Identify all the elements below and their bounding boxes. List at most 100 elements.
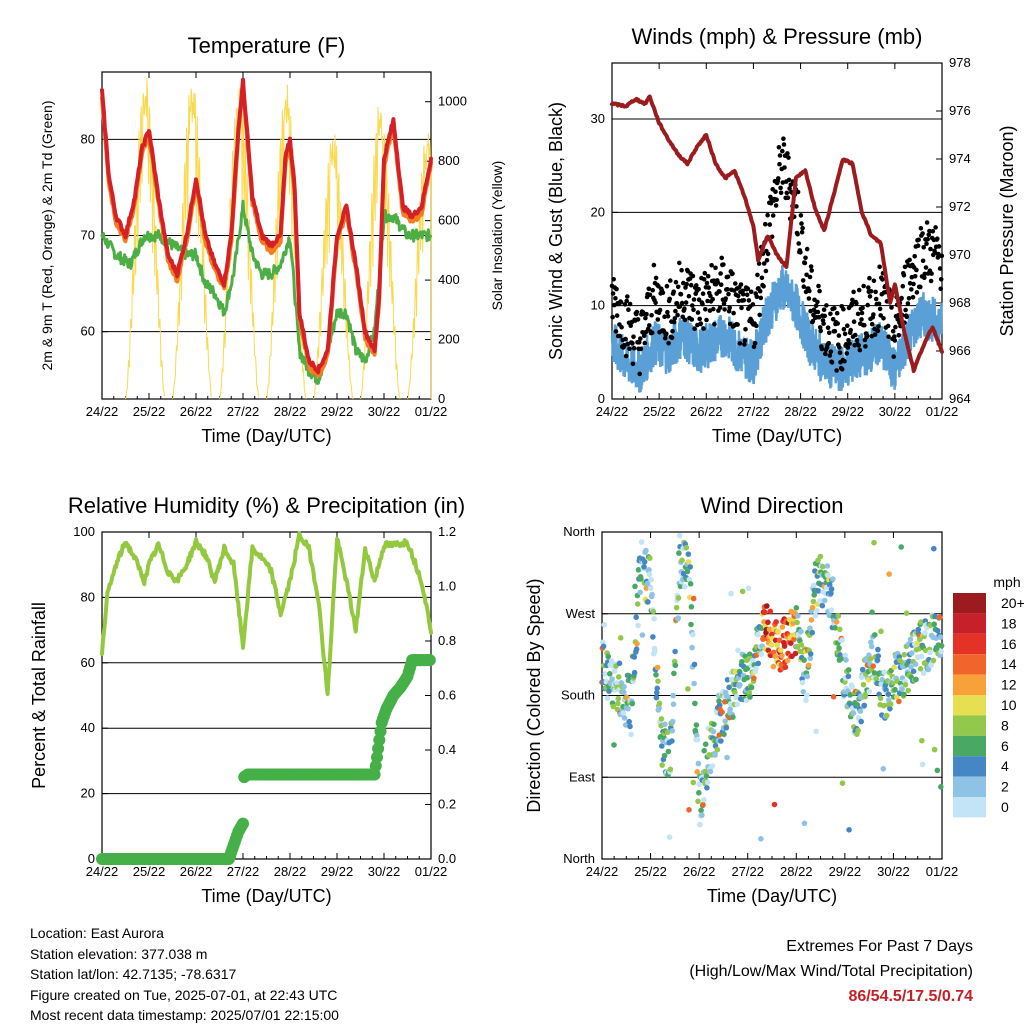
gust-point [856, 343, 861, 348]
gust-point [666, 341, 671, 346]
direction-point [711, 721, 717, 728]
direction-point [870, 663, 876, 669]
direction-point [920, 670, 927, 676]
gust-point [890, 328, 896, 334]
gust-point [610, 291, 616, 296]
gust-point [718, 271, 723, 276]
gust-point [704, 317, 709, 323]
direction-point [651, 616, 657, 622]
gust-point [774, 197, 779, 202]
direction-point [839, 637, 845, 643]
gust-point [705, 273, 711, 279]
direction-point [931, 746, 938, 753]
gust-point [873, 289, 878, 295]
gust-point [900, 283, 906, 289]
gust-point [824, 303, 829, 308]
direction-point [847, 691, 854, 698]
direction-point [776, 637, 783, 644]
direction-point [913, 676, 919, 683]
gust-point [614, 286, 619, 292]
gust-point [821, 321, 826, 326]
gust-point [634, 309, 640, 315]
solar-day-trace [360, 106, 401, 400]
x-tick-label: 24/22 [586, 864, 619, 879]
direction-point [688, 621, 694, 628]
gust-point [922, 271, 928, 277]
gust-point [748, 289, 754, 295]
direction-point [702, 768, 709, 775]
gust-point [653, 300, 658, 306]
direction-point [699, 812, 705, 818]
gust-point [795, 231, 800, 237]
gust-point [669, 335, 675, 341]
gust-point [918, 226, 924, 231]
legend-label: 0 [1001, 799, 1009, 815]
direction-point [620, 710, 627, 716]
gust-point [628, 323, 633, 329]
direction-point [743, 697, 750, 704]
gust-point [739, 305, 744, 311]
direction-point [615, 674, 622, 680]
direction-point [880, 766, 887, 772]
precip-point [237, 817, 249, 830]
y-tick-label: South [561, 688, 595, 703]
extremes-subtitle: (High/Low/Max Wind/Total Precipitation) [689, 963, 973, 980]
gust-point [804, 272, 809, 278]
direction-point [684, 568, 691, 575]
gust-point [751, 344, 757, 350]
direction-point [938, 642, 945, 649]
direction-point [648, 576, 654, 583]
direction-point [695, 798, 701, 805]
direction-point [862, 691, 869, 698]
speed-legend: mph 20+ 18 16 14 12 10 8 6 4 2 0 [953, 574, 1024, 818]
direction-point [830, 576, 836, 582]
direction-point [800, 689, 807, 695]
pressure-series [610, 94, 944, 373]
direction-point [722, 718, 728, 724]
direction-point [845, 673, 852, 680]
direction-point [704, 785, 710, 791]
direction-point [898, 544, 904, 550]
direction-point [677, 583, 684, 590]
gust-point [665, 314, 671, 319]
direction-point [654, 689, 660, 696]
direction-point [866, 688, 873, 695]
direction-point [758, 836, 764, 842]
x-tick-label: 25/22 [133, 404, 166, 419]
gust-point [740, 288, 745, 294]
direction-point [784, 657, 791, 664]
gust-point [653, 275, 659, 281]
direction-point [669, 738, 675, 744]
gust-point [817, 325, 823, 330]
direction-point [659, 743, 665, 749]
gust-point [725, 274, 731, 280]
gust-point [715, 280, 721, 285]
recent-timestamp: Most recent data timestamp: 2025/07/01 2… [30, 1007, 339, 1023]
legend-swatch [953, 797, 986, 818]
direction-point [603, 679, 610, 685]
gust-point [854, 300, 859, 306]
y2-tick-label: 1000 [438, 94, 467, 109]
gust-point [643, 315, 648, 321]
direction-point [877, 695, 884, 702]
direction-point [739, 658, 745, 665]
gust-point [784, 190, 790, 196]
gust-point [672, 316, 678, 321]
extremes-title: Extremes For Past 7 Days [786, 938, 973, 955]
figure-created: Figure created on Tue, 2025-07-01, at 22… [30, 986, 338, 1003]
gust-point [798, 250, 803, 255]
direction-point [721, 731, 727, 738]
gust-point [743, 327, 748, 332]
direction-point [605, 653, 611, 660]
direction-point [639, 632, 646, 638]
direction-point [807, 651, 814, 657]
gust-point [862, 322, 867, 328]
direction-point [626, 718, 632, 725]
gust-point [875, 328, 881, 334]
gust-point [731, 310, 736, 316]
gust-point [847, 341, 852, 346]
direction-point [676, 550, 682, 556]
direction-point [688, 604, 695, 610]
gust-point [799, 221, 804, 226]
direction-point [704, 779, 711, 786]
